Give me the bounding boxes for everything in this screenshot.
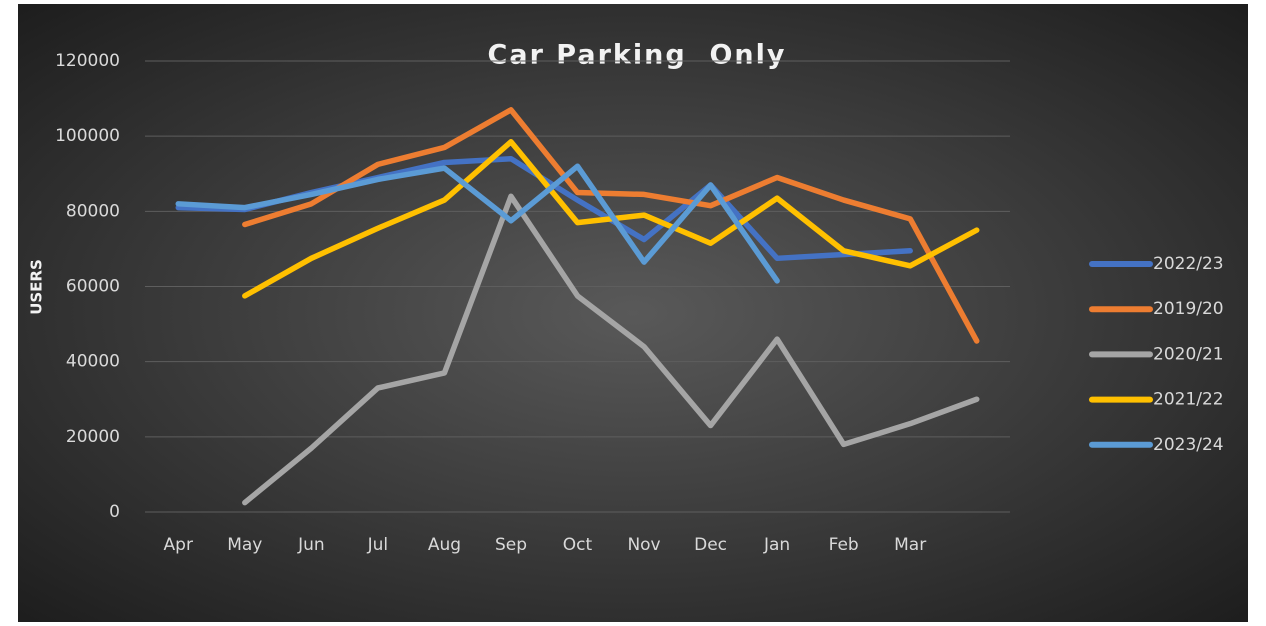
x-tick-label: Mar	[894, 535, 926, 555]
y-tick-label: 60000	[66, 277, 120, 297]
legend-label: 2019/20	[1153, 299, 1224, 319]
y-axis-title: USERS	[28, 259, 46, 315]
x-tick-label: Aug	[428, 535, 461, 555]
series-line	[242, 107, 980, 344]
x-tick-label: Apr	[164, 535, 193, 555]
x-tick-label: Jun	[297, 535, 325, 555]
x-tick-label: Nov	[627, 535, 660, 555]
y-tick-label: 120000	[55, 51, 120, 71]
x-tick-label: Jul	[367, 535, 389, 555]
y-tick-label: 0	[109, 502, 120, 522]
y-tick-label: 80000	[66, 201, 120, 221]
legend-label: 2022/23	[1153, 254, 1224, 274]
legend-label: 2021/22	[1153, 390, 1224, 410]
x-tick-label: Jan	[763, 535, 790, 555]
x-tick-label: May	[227, 535, 262, 555]
y-tick-label: 100000	[55, 126, 120, 146]
chart-title: Car Parking Only	[488, 40, 787, 71]
x-tick-label: Feb	[829, 535, 859, 555]
series-line	[175, 163, 780, 284]
legend-label: 2020/21	[1153, 344, 1224, 364]
chart-background	[18, 4, 1248, 622]
x-tick-label: Dec	[694, 535, 727, 555]
series-line	[242, 193, 980, 506]
y-tick-label: 40000	[66, 352, 120, 372]
x-tick-label: Oct	[563, 535, 593, 555]
y-tick-label: 20000	[66, 427, 120, 447]
x-tick-label: Sep	[495, 535, 527, 555]
legend-label: 2023/24	[1153, 435, 1224, 455]
